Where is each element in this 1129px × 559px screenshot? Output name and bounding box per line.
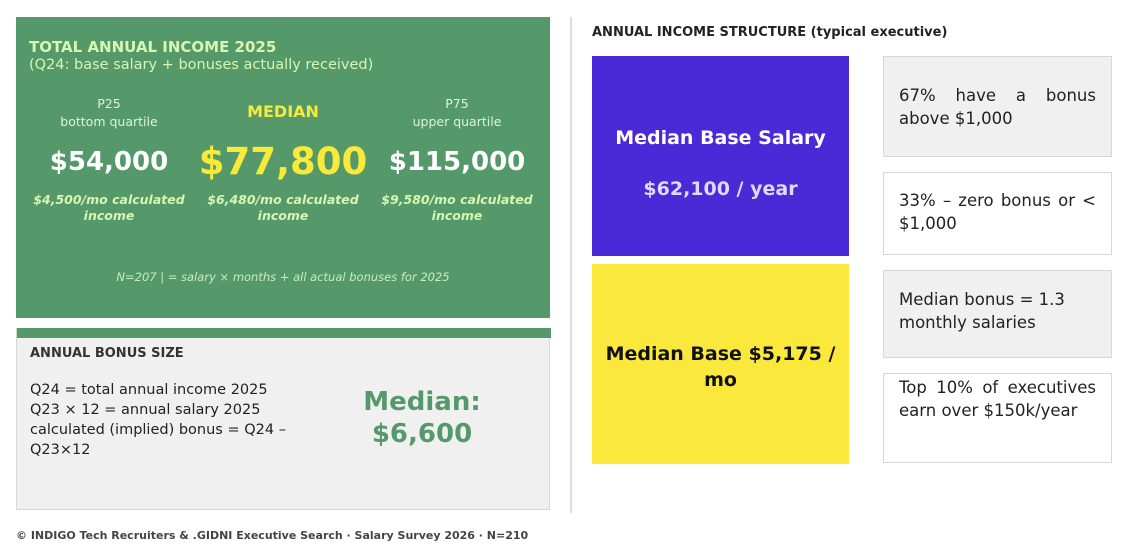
quartile-label: P75 upper quartile xyxy=(372,95,542,133)
base-salary-value: $62,100 / year xyxy=(643,178,798,200)
base-salary-label: Median Base Salary xyxy=(615,127,826,149)
bonus-formula-line: Q23 × 12 = annual salary 2025 xyxy=(30,402,261,418)
column-divider xyxy=(570,17,572,513)
fact-median-bonus: Median bonus = 1.3 monthly salaries xyxy=(883,270,1112,358)
quartile-p75: P75 upper quartile $115,000 $9,580/mo ca… xyxy=(372,95,542,224)
quartile-label-line: upper quartile xyxy=(412,114,502,129)
fact-top-earners: Top 10% of executives earn over $150k/ye… xyxy=(883,373,1112,463)
quartile-label: P25 bottom quartile xyxy=(24,95,194,133)
fact-zero-bonus: 33% – zero bonus or < $1,000 xyxy=(883,172,1112,255)
bonus-title: ANNUAL BONUS SIZE xyxy=(30,346,184,361)
quartile-label-line: bottom quartile xyxy=(60,114,158,129)
bonus-formula: Q24 = total annual income 2025 Q23 × 12 … xyxy=(30,380,340,460)
quartile-p25: P25 bottom quartile $54,000 $4,500/mo ca… xyxy=(24,95,194,224)
total-income-card: TOTAL ANNUAL INCOME 2025 (Q24: base sala… xyxy=(16,17,550,318)
bonus-formula-line: Q24 = total annual income 2025 xyxy=(30,382,268,398)
footer-credit: © INDIGO Tech Recruiters & .GIDNI Execut… xyxy=(16,529,529,542)
income-title: TOTAL ANNUAL INCOME 2025 xyxy=(29,38,277,56)
median-base-salary-box: Median Base Salary $62,100 / year xyxy=(592,56,849,256)
bonus-median-value: $6,600 xyxy=(371,419,473,449)
quartile-label: MEDIAN xyxy=(247,102,319,121)
fact-bonus-above: 67% have a bonus above $1,000 xyxy=(883,56,1112,157)
bonus-median: Median: $6,600 xyxy=(347,386,497,450)
fact-text: Median bonus = 1.3 monthly salaries xyxy=(899,290,1065,332)
quartile-monthly: $9,580/mo calculated income xyxy=(381,192,533,223)
bonus-median-label: Median: xyxy=(363,387,481,417)
structure-title: ANNUAL INCOME STRUCTURE (typical executi… xyxy=(592,25,948,40)
fact-text: 67% have a bonus above $1,000 xyxy=(899,86,1096,128)
quartile-label-line: P75 xyxy=(445,96,469,111)
median-base-monthly-box: Median Base $5,175 / mo xyxy=(592,264,849,464)
quartile-median: MEDIAN $77,800 $6,480/mo calculated inco… xyxy=(198,95,368,224)
quartile-monthly: $6,480/mo calculated income xyxy=(207,192,359,223)
quartile-value: $77,800 xyxy=(198,140,368,183)
quartile-label-line: P25 xyxy=(97,96,121,111)
quartile-monthly: $4,500/mo calculated income xyxy=(33,192,185,223)
income-note: N=207 | = salary × months + all actual b… xyxy=(116,270,450,284)
bonus-size-card: ANNUAL BONUS SIZE Q24 = total annual inc… xyxy=(16,328,551,510)
quartile-value: $115,000 xyxy=(388,147,526,177)
bonus-formula-line: calculated (implied) bonus = Q24 – Q23×1… xyxy=(30,422,286,458)
quartile-value: $54,000 xyxy=(49,147,169,177)
fact-text: 33% – zero bonus or < $1,000 xyxy=(899,191,1096,233)
bonus-card-band xyxy=(17,328,551,338)
income-subtitle: (Q24: base salary + bonuses actually rec… xyxy=(29,57,374,73)
fact-text: Top 10% of executives earn over $150k/ye… xyxy=(899,378,1096,420)
base-monthly-label: Median Base $5,175 / mo xyxy=(605,343,836,391)
